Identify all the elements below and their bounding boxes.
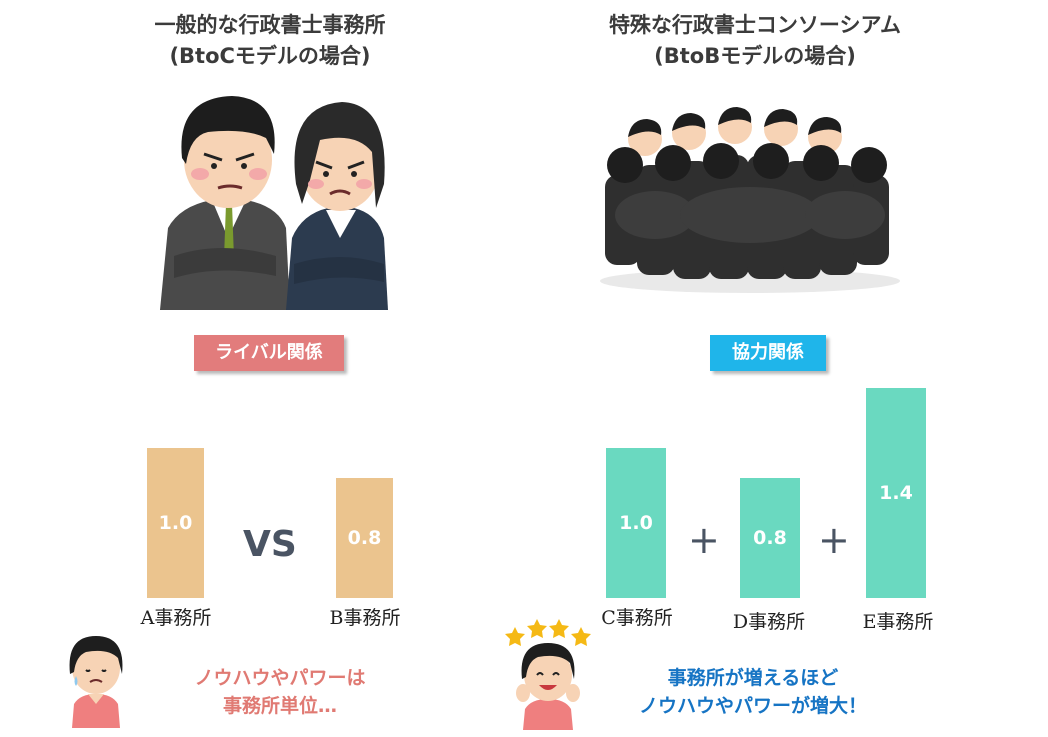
left-note: ノウハウやパワーは 事務所単位… — [155, 664, 405, 720]
left-note-line2: 事務所単位… — [222, 695, 337, 717]
cooperation-relationship-tag: 協力関係 — [710, 335, 826, 371]
office-label-b: B事務所 — [329, 607, 401, 629]
bar-d: 0.8 — [740, 478, 800, 598]
office-label-e: E事務所 — [862, 611, 934, 633]
office-label-d: D事務所 — [732, 611, 806, 633]
rival-pair-illustration — [160, 96, 388, 310]
bar-a: 1.0 — [147, 448, 204, 598]
group-huddle-illustration — [600, 107, 900, 293]
plus-operator-1: + — [688, 518, 720, 562]
office-label-c: C事務所 — [601, 607, 673, 629]
left-title: 一般的な行政書士事務所 (BtoCモデルの場合) — [70, 10, 470, 72]
office-label-a: A事務所 — [140, 607, 212, 629]
rival-relationship-tag: ライバル関係 — [194, 335, 344, 371]
worried-woman-icon — [69, 636, 123, 728]
bar-e: 1.4 — [866, 388, 926, 598]
bar-b-value: 0.8 — [347, 527, 382, 549]
bar-d-value: 0.8 — [753, 527, 787, 549]
bar-c-value: 1.0 — [619, 512, 653, 534]
plus-operator-2: + — [818, 518, 850, 562]
left-title-line2: (BtoCモデルの場合) — [169, 44, 371, 68]
left-title-line1: 一般的な行政書士事務所 — [154, 13, 386, 37]
right-note-line1: 事務所が増えるほど — [667, 667, 839, 689]
right-title: 特殊な行政書士コンソーシアム (BtoBモデルの場合) — [555, 10, 955, 72]
cooperation-relationship-label: 協力関係 — [732, 342, 804, 363]
bar-e-value: 1.4 — [879, 482, 913, 504]
bar-b: 0.8 — [336, 478, 393, 598]
rival-relationship-label: ライバル関係 — [215, 342, 323, 363]
right-note: 事務所が増えるほど ノウハウやパワーが増大！ — [598, 664, 908, 720]
happy-woman-with-stars-icon — [505, 619, 591, 730]
bar-c: 1.0 — [606, 448, 666, 598]
vs-operator: VS — [243, 524, 297, 565]
bar-a-value: 1.0 — [158, 512, 193, 534]
right-title-line2: (BtoBモデルの場合) — [654, 44, 856, 68]
right-title-line1: 特殊な行政書士コンソーシアム — [608, 13, 902, 37]
left-note-line1: ノウハウやパワーは — [194, 667, 366, 689]
right-note-line2: ノウハウやパワーが増大！ — [638, 695, 867, 717]
